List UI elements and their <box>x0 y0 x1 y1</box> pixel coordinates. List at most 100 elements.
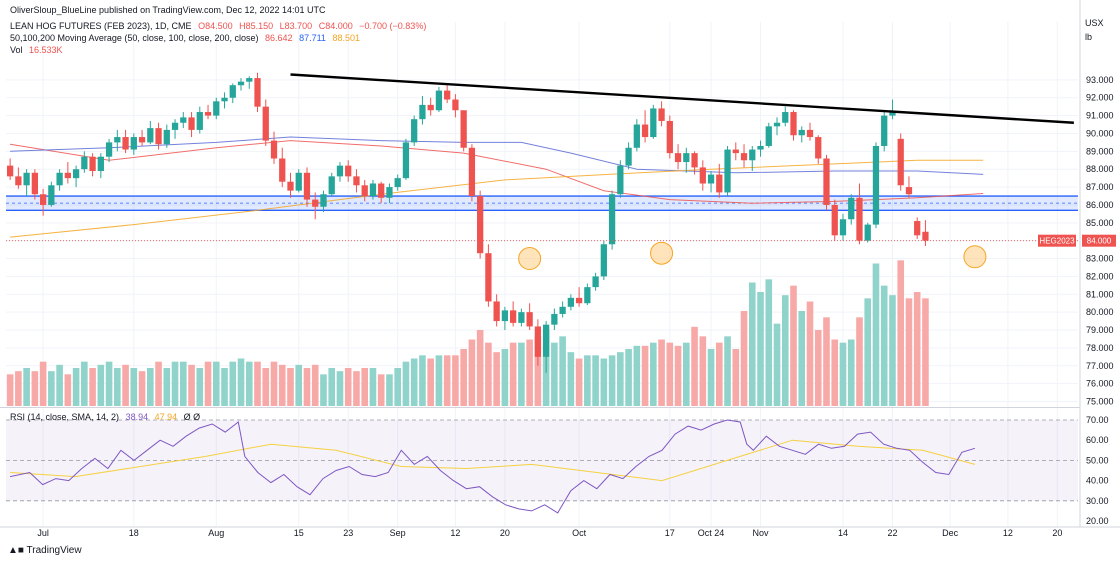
candle-body <box>72 169 80 179</box>
volume-bar <box>221 368 228 406</box>
volume-bar <box>245 361 253 406</box>
candle-body <box>666 120 673 154</box>
price-tick-label: 75.000 <box>1086 397 1114 407</box>
candle-body <box>122 137 129 150</box>
high-value: H85.150 <box>239 21 274 31</box>
tradingview-logo[interactable]: ▲■ TradingView <box>8 545 82 556</box>
candle-body <box>716 174 723 193</box>
candle-body <box>452 99 459 111</box>
rsi-tick-label: 20.00 <box>1086 516 1109 526</box>
price-tick-label: 88.000 <box>1086 164 1114 174</box>
volume-bar <box>89 368 96 406</box>
volume-bar <box>369 368 377 406</box>
time-tick-label: 18 <box>129 528 139 538</box>
candle-body <box>790 112 797 136</box>
time-tick-label: 15 <box>294 528 304 538</box>
volume-bar <box>311 364 319 406</box>
candle-body <box>782 112 789 123</box>
rsi-line <box>9 419 976 514</box>
tradingview-logo-text: TradingView <box>26 545 82 556</box>
volume-bar <box>575 358 583 406</box>
price-tick-label: 83.000 <box>1086 254 1114 264</box>
currency-label: USX <box>1085 18 1104 28</box>
volume-bar <box>633 345 641 406</box>
volume-bar <box>105 361 113 406</box>
volume-bar <box>790 285 797 406</box>
ma-line-ma100 <box>10 136 984 175</box>
ma100-value: 87.711 <box>299 33 326 43</box>
rsi-ma-value: 47.94 <box>154 412 178 422</box>
candle-body <box>922 231 929 241</box>
volume-bar <box>443 355 451 406</box>
candle-body <box>641 124 649 138</box>
candles <box>6 72 929 373</box>
volume-bar <box>922 298 929 406</box>
candle-body <box>336 165 344 177</box>
vol-label: Vol <box>10 45 23 55</box>
price-tick-label: 91.000 <box>1086 111 1114 121</box>
candle-body <box>279 158 286 182</box>
volume-bar <box>518 342 525 406</box>
axes: 93.000 92.000 91.000 90.000 89.000 88.000 87.0… <box>0 0 1120 538</box>
volume-bar <box>138 371 146 406</box>
candle-body <box>147 128 154 143</box>
candle-body <box>411 119 418 143</box>
open-value: O84.500 <box>198 21 233 31</box>
candle-body <box>213 101 220 116</box>
volume-bar <box>781 295 789 406</box>
candle-body <box>138 137 146 143</box>
price-tag-symbol-bg <box>1038 234 1076 247</box>
volume-bar <box>509 342 517 406</box>
candle-body <box>600 244 607 277</box>
candle-body <box>163 129 170 145</box>
highlight-circle <box>963 245 987 269</box>
volume-bar <box>534 336 542 406</box>
time-tick-label: 14 <box>838 528 848 538</box>
candle-body <box>180 117 187 123</box>
volume-bar <box>724 336 731 406</box>
volume-bar <box>485 342 492 406</box>
candle-body <box>378 183 385 198</box>
unit-label: lb <box>1085 32 1093 42</box>
candle-body <box>691 153 698 168</box>
candle-body <box>650 108 657 138</box>
volume-bar <box>584 355 591 406</box>
candle-body <box>765 126 772 146</box>
volume-bar <box>740 311 748 406</box>
volume-bar <box>773 323 781 406</box>
ma200-value: 88.501 <box>332 33 360 43</box>
price-tick-label: 77.000 <box>1086 361 1114 371</box>
volume-bar <box>394 368 401 406</box>
vol-value: 16.533K <box>29 45 63 55</box>
candle-body <box>221 97 228 102</box>
rsi-extra: Ø Ø <box>183 412 201 422</box>
candle-body <box>23 172 30 186</box>
candle-body <box>39 194 47 205</box>
rsi-tick-label: 30.00 <box>1086 496 1109 506</box>
volume-bar <box>757 292 764 406</box>
volume-bar <box>344 368 352 406</box>
volume-bar <box>674 345 682 406</box>
highlight-circle <box>650 241 674 265</box>
candle-body <box>839 219 847 236</box>
candle-body <box>881 115 888 146</box>
annotations <box>6 73 1080 271</box>
candle-body <box>328 176 335 195</box>
candle-body <box>394 178 401 188</box>
volume-bar <box>64 374 72 406</box>
candle-body <box>204 112 212 116</box>
volume-bar <box>130 368 138 406</box>
price-tick-label: 89.000 <box>1086 146 1114 156</box>
volume-bar <box>452 355 459 406</box>
price-tick-label: 93.000 <box>1086 75 1114 85</box>
candle-body <box>757 145 764 150</box>
candle-body <box>114 137 121 143</box>
candle-body <box>444 90 451 100</box>
candle-body <box>501 310 509 322</box>
volume-bar <box>229 361 237 406</box>
candle-body <box>551 313 558 325</box>
candle-body <box>584 287 591 304</box>
candle-body <box>724 149 731 193</box>
candle-body <box>518 312 525 323</box>
volume-bar <box>204 361 212 406</box>
